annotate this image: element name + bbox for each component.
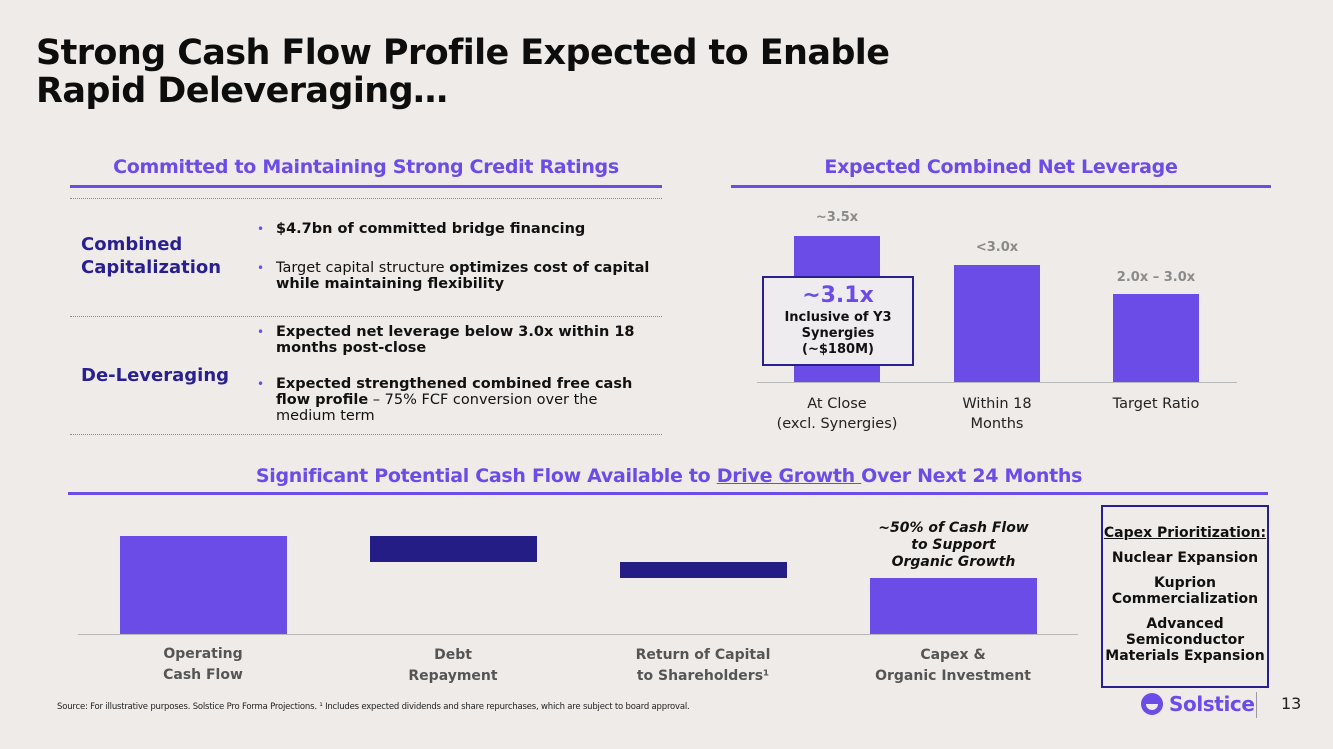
source-footnote: Source: For illustrative purposes. Solst… — [57, 702, 690, 712]
category-line: Return of Capital — [635, 647, 771, 663]
row-label-line: Combined — [81, 234, 183, 255]
row-label-combined-capitalization: Combined Capitalization — [81, 233, 221, 279]
cashflow-category-label: Debt Repayment — [363, 645, 543, 687]
cashflow-category-label: Capex & Organic Investment — [853, 645, 1053, 687]
bullet-bold-text: Expected net leverage below 3.0x within … — [276, 324, 635, 356]
category-line: Organic Investment — [875, 668, 1031, 684]
footer-divider — [1256, 692, 1257, 718]
cashflow-bar-operating — [120, 536, 287, 634]
category-line: to Shareholders¹ — [636, 668, 770, 684]
category-line: Repayment — [408, 668, 498, 684]
category-line: Within 18 — [962, 396, 1032, 412]
bullet-text: – 75% FCF conversion over the medium ter… — [276, 392, 598, 424]
bullet-bold-text: $4.7bn of committed bridge financing — [276, 221, 586, 237]
note-line: ~50% of Cash Flow — [878, 520, 1029, 536]
bullet-item: Expected net leverage below 3.0x within … — [256, 324, 636, 356]
note-line: Organic Growth — [891, 554, 1016, 570]
header-text: Significant Potential Cash Flow Availabl… — [255, 465, 717, 487]
leverage-value-label: ~3.5x — [815, 210, 859, 225]
leverage-value-label: 2.0x – 3.0x — [1116, 270, 1196, 285]
divider — [70, 198, 662, 199]
synergies-callout: ~3.1x Inclusive of Y3 Synergies (~$180M) — [762, 276, 914, 366]
logo-mark-icon — [1141, 693, 1163, 715]
credit-section-header: Committed to Maintaining Strong Credit R… — [113, 156, 619, 178]
bullet-bold-text: optimizes cost of capital while maintain… — [276, 260, 650, 292]
cashflow-bar-capex — [870, 578, 1037, 634]
cashflow-category-label: Operating Cash Flow — [113, 644, 293, 686]
cashflow-header-rule — [68, 492, 1268, 495]
capex-prioritization-box: Capex Prioritization: Nuclear Expansion … — [1101, 505, 1269, 688]
category-line: Debt — [434, 647, 472, 663]
capex-item: Nuclear Expansion — [1103, 550, 1267, 566]
bullet-item: Expected strengthened combined free cash… — [256, 376, 636, 424]
title-line-2: Rapid Deleveraging… — [36, 71, 448, 111]
page-number: 13 — [1281, 694, 1302, 713]
cashflow-axis-line — [78, 634, 1078, 635]
capex-line: Materials Expansion — [1105, 648, 1265, 664]
organic-growth-annotation: ~50% of Cash Flow to Support Organic Gro… — [870, 520, 1037, 571]
callout-text: Inclusive of Y3 Synergies (~$180M) — [764, 310, 912, 358]
solstice-logo: Solstice — [1141, 690, 1255, 718]
bullet-item: Target capital structure optimizes cost … — [256, 260, 656, 292]
leverage-category-label: At Close (excl. Synergies) — [762, 394, 912, 434]
capex-line: Kuprion — [1154, 575, 1216, 591]
bullet-text: Target capital structure — [276, 260, 450, 276]
capex-line: Advanced — [1146, 616, 1224, 632]
leverage-header-rule — [731, 185, 1271, 188]
category-line: Months — [970, 416, 1024, 432]
leverage-category-label: Within 18 Months — [932, 394, 1062, 434]
de-leveraging-bullets: Expected net leverage below 3.0x within … — [256, 324, 636, 436]
divider — [70, 434, 662, 435]
capex-item: Advanced Semiconductor Materials Expansi… — [1103, 616, 1267, 664]
cashflow-bar-return — [620, 562, 787, 578]
capex-line: Nuclear Expansion — [1111, 550, 1259, 566]
leverage-section-header: Expected Combined Net Leverage — [824, 156, 1178, 178]
capex-heading: Capex Prioritization: — [1103, 525, 1267, 541]
callout-line: Synergies — [801, 326, 875, 341]
leverage-bar — [1113, 294, 1199, 382]
page-title: Strong Cash Flow Profile Expected to Ena… — [36, 34, 936, 110]
header-underlined-text: Drive Growth — [716, 465, 862, 487]
row-label-line: Capitalization — [81, 257, 222, 278]
leverage-category-label: Target Ratio — [1112, 396, 1200, 412]
header-text: Over Next 24 Months — [861, 465, 1083, 487]
category-line: Operating — [163, 646, 243, 662]
capex-line: Commercialization — [1111, 591, 1259, 607]
callout-line: Inclusive of Y3 — [784, 310, 892, 325]
capex-item: Kuprion Commercialization — [1103, 575, 1267, 607]
callout-line: (~$180M) — [802, 342, 874, 357]
logo-text: Solstice — [1169, 692, 1255, 716]
category-line: Capex & — [920, 647, 986, 663]
leverage-axis-line — [757, 382, 1237, 383]
callout-value: ~3.1x — [802, 283, 874, 308]
combined-capitalization-bullets: $4.7bn of committed bridge financing Tar… — [256, 221, 656, 304]
category-line: At Close — [807, 396, 867, 412]
cashflow-category-label: Return of Capital to Shareholders¹ — [603, 645, 803, 687]
category-line: Cash Flow — [163, 667, 243, 683]
leverage-value-label: <3.0x — [975, 240, 1019, 255]
divider — [70, 316, 662, 317]
title-line-1: Strong Cash Flow Profile Expected to Ena… — [36, 33, 890, 73]
leverage-bar — [954, 265, 1040, 382]
category-line: (excl. Synergies) — [776, 416, 898, 432]
cashflow-bar-debt — [370, 536, 537, 562]
credit-header-rule — [70, 185, 662, 188]
row-label-de-leveraging: De-Leveraging — [81, 365, 230, 386]
capex-line: Semiconductor — [1125, 632, 1245, 648]
bullet-item: $4.7bn of committed bridge financing — [256, 221, 656, 237]
note-line: to Support — [911, 537, 996, 553]
cashflow-section-header: Significant Potential Cash Flow Availabl… — [70, 465, 1268, 487]
bullet-bold-text: Expected strengthened combined free cash… — [276, 376, 633, 408]
